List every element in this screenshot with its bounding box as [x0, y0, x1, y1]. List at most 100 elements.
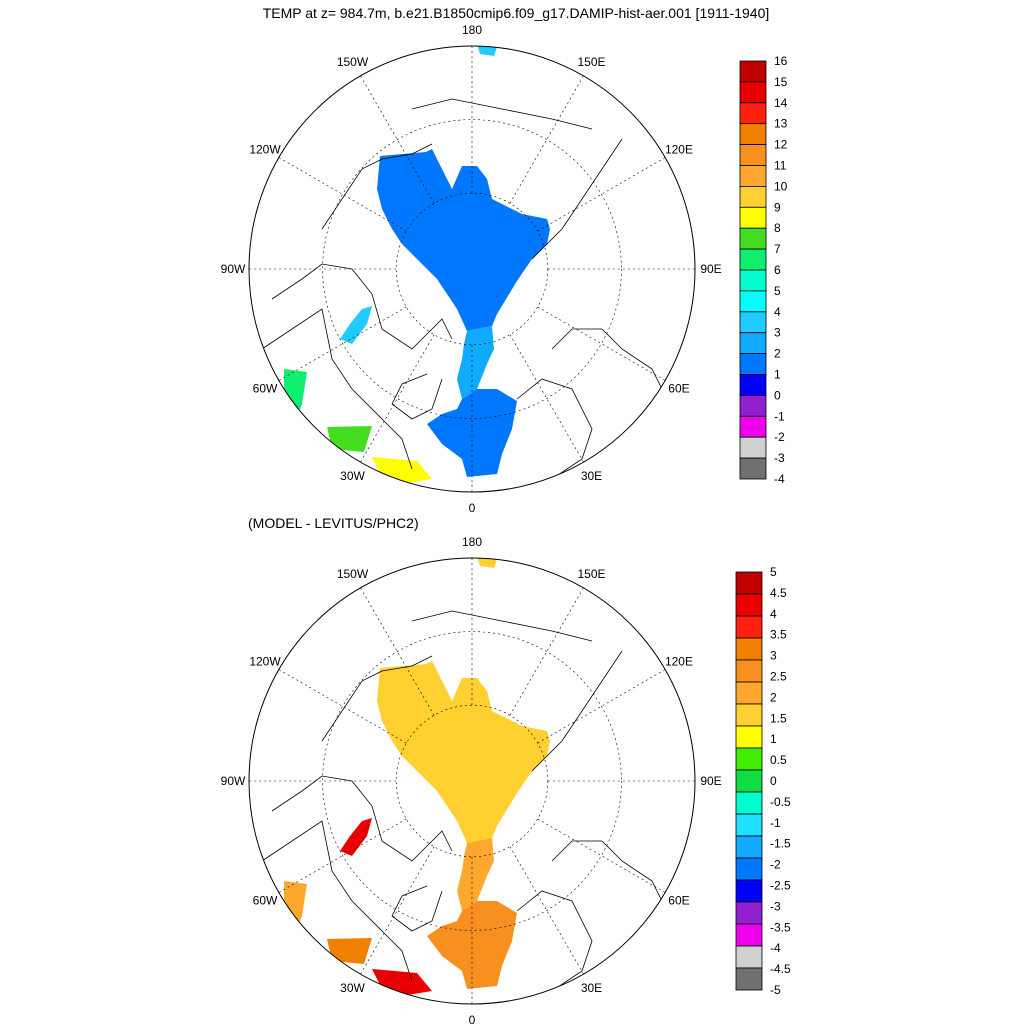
colorbar-tick-label: -0.5 [770, 795, 791, 809]
colorbar-swatch [735, 593, 763, 617]
colorbar-tick-label: -3.5 [770, 920, 791, 934]
colorbar-swatch [735, 857, 763, 881]
longitude-label: 0 [469, 1013, 476, 1024]
longitude-label: 150W [337, 567, 369, 581]
colorbar-swatch [739, 123, 767, 145]
longitude-label: 90W [221, 774, 246, 788]
colorbar-tick-label: 11 [774, 159, 787, 173]
coastline [551, 328, 668, 400]
norwegian-sea-region [427, 389, 517, 477]
coastline [551, 840, 668, 912]
colorbar-swatch [739, 248, 767, 271]
colorbar-tick-label: -4 [770, 941, 781, 955]
colorbar-swatch [735, 659, 763, 683]
coastline [411, 610, 593, 642]
arctic-basin-region [377, 149, 550, 331]
colorbar-tick-label: 6 [774, 263, 781, 277]
colorbar-tick-label: 1 [770, 732, 777, 746]
colorbar-swatch [735, 923, 763, 947]
colorbar-tick-label: -2 [774, 430, 785, 444]
longitude-label: 30E [581, 981, 602, 995]
colorbar-swatch [735, 769, 763, 793]
colorbar-tick-label: 16 [774, 54, 788, 68]
map-boundary [248, 45, 696, 493]
baffin-bay-region [340, 306, 372, 344]
colorbar-swatch [739, 102, 767, 125]
colorbar-swatch [739, 311, 767, 334]
colorbar-swatch [735, 637, 763, 661]
longitude-label: 180 [462, 23, 482, 37]
colorbar-swatch [739, 206, 767, 229]
north-atlantic-region [372, 969, 432, 996]
longitude-label: 150W [337, 55, 369, 69]
north-atlantic-region [372, 457, 432, 484]
panel-2-title: (MODEL - LEVITUS/PHC2) [248, 515, 419, 531]
coastline [271, 775, 453, 862]
longitude-label: 90W [221, 262, 246, 276]
colorbar-tick-label: -3 [770, 899, 781, 913]
coastline [391, 885, 443, 932]
coastline [261, 820, 413, 982]
longitude-label: 120E [665, 655, 693, 669]
longitude-label: 120E [665, 143, 693, 157]
colorbar-tick-label: -3 [774, 451, 785, 465]
colorbar-tick-label: 4 [770, 607, 777, 621]
colorbar-tick-label: 12 [774, 138, 788, 152]
coastline [531, 138, 623, 260]
coastline [411, 98, 593, 130]
colorbar-swatch [739, 436, 767, 459]
colorbar-swatch [735, 879, 763, 903]
coastline [261, 308, 413, 470]
colorbar-swatch [735, 835, 763, 859]
longitude-label: 30W [340, 469, 365, 483]
panel-2-colorbar: 5 4.5 4 3.5 3 2.5 2 1.5 1 0.5 0 -0.5 -1 -1.5 -2 -2.5 -3 -… [735, 565, 791, 997]
colorbar-swatch [739, 60, 767, 83]
colorbar-tick-label: 3 [774, 326, 781, 340]
colorbar-swatch [739, 415, 767, 438]
meridian-line [360, 846, 435, 975]
colorbar-tick-label: 3.5 [770, 628, 787, 642]
colorbar-tick-label: 4 [774, 305, 781, 319]
colorbar-tick-label: 13 [774, 117, 788, 131]
colorbar-swatch [735, 945, 763, 969]
longitude-label: 60E [668, 382, 689, 396]
coastline [531, 650, 623, 772]
colorbar-tick-label: 5 [770, 565, 777, 579]
map-boundary [248, 557, 696, 1005]
meridian-line [509, 587, 584, 716]
labrador-sea-region [284, 369, 307, 417]
colorbar-tick-label: -4 [774, 472, 785, 486]
colorbar-tick-label: -1 [774, 409, 785, 423]
colorbar-swatch [735, 703, 763, 727]
coastline [321, 143, 433, 230]
colorbar-swatch [735, 791, 763, 815]
colorbar-tick-label: 14 [774, 96, 788, 110]
colorbar-tick-label: -5 [770, 983, 781, 997]
coastline [321, 655, 433, 742]
longitude-label: 150E [577, 567, 605, 581]
colorbar-tick-label: -1 [770, 816, 781, 830]
colorbar-tick-label: 9 [774, 200, 781, 214]
longitude-label: 30E [581, 469, 602, 483]
colorbar-swatch [735, 615, 763, 639]
coastline [391, 373, 443, 420]
irminger-sea-region [327, 938, 372, 964]
longitude-label: 180 [462, 535, 482, 549]
colorbar-swatch [739, 332, 767, 355]
colorbar-tick-label: 0 [770, 774, 777, 788]
irminger-sea-region [327, 426, 372, 452]
longitude-label: 120W [249, 143, 281, 157]
colorbar-tick-label: 0.5 [770, 753, 787, 767]
colorbar-swatch [735, 681, 763, 705]
colorbar-swatch [739, 81, 767, 104]
longitude-label: 150E [577, 55, 605, 69]
colorbar-swatch [739, 290, 767, 313]
figure-title: TEMP at z= 984.7m, b.e21.B1850cmip6.f09_… [263, 5, 770, 21]
norwegian-sea-region [427, 901, 517, 989]
colorbar-tick-label: 2.5 [770, 670, 787, 684]
colorbar-swatch [735, 571, 763, 595]
longitude-label: 60W [253, 894, 278, 908]
longitude-label: 60E [668, 894, 689, 908]
